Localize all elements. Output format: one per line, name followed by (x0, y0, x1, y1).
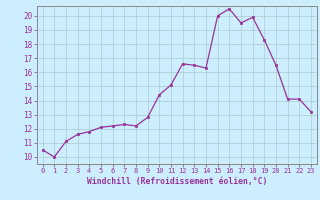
X-axis label: Windchill (Refroidissement éolien,°C): Windchill (Refroidissement éolien,°C) (87, 177, 267, 186)
